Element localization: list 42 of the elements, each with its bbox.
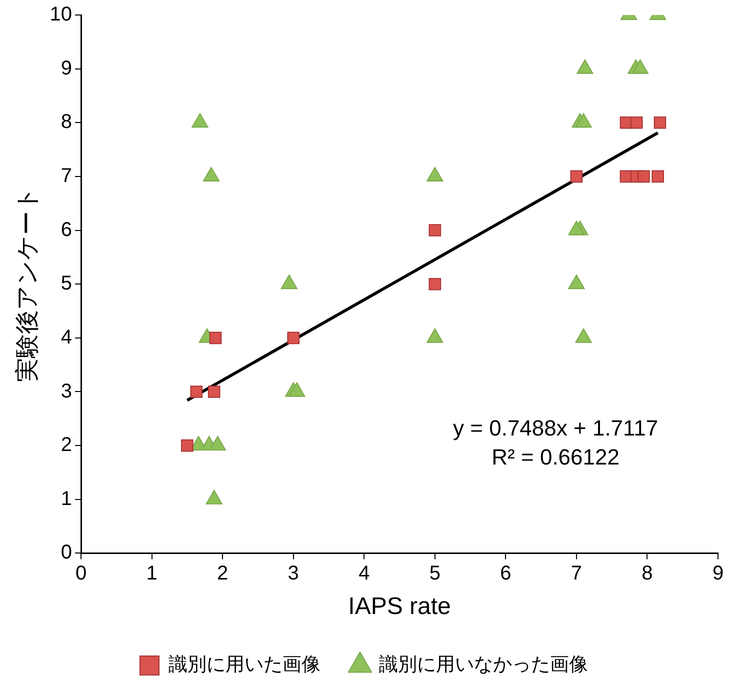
point: [206, 490, 222, 504]
x-tick-label: 0: [75, 562, 87, 585]
x-tick-label: 8: [642, 562, 653, 585]
y-tick-label: 5: [60, 272, 72, 295]
x-tick-label: 2: [217, 562, 228, 585]
x-tick-label: 6: [500, 562, 512, 585]
point: [209, 436, 226, 451]
point: [652, 170, 664, 183]
y-tick-label: 8: [60, 111, 72, 134]
point: [428, 224, 442, 236]
point: [570, 170, 583, 183]
point: [280, 274, 298, 290]
y-tick-label: 9: [60, 57, 72, 80]
y-tick-label: 7: [60, 164, 72, 187]
x-tick-label: 9: [712, 562, 724, 585]
x-axis-title: IAPS rate: [348, 593, 451, 620]
y-axis-title: 実験後アンケート: [14, 186, 42, 382]
y-tick-label: 3: [60, 380, 72, 402]
legend-label: 識別に用いなかった画像: [379, 654, 588, 676]
y-tick-label: 2: [60, 434, 72, 456]
annotation: R² = 0.66122: [492, 444, 620, 470]
point: [288, 382, 306, 397]
point: [568, 274, 585, 290]
point: [654, 116, 666, 129]
y-tick-label: 1: [60, 488, 72, 510]
legend-label: 識別に用いた画像: [168, 654, 320, 676]
point: [568, 220, 585, 236]
point: [426, 328, 444, 343]
point: [630, 116, 643, 129]
point: [575, 328, 592, 343]
x-tick-label: 4: [358, 562, 370, 585]
point: [638, 170, 650, 183]
y-tick-label: 0: [60, 542, 72, 564]
annotation: y = 0.7488x + 1.7117: [453, 415, 658, 440]
point: [428, 278, 442, 290]
x-tick-label: 5: [429, 562, 440, 585]
y-tick-label: 4: [60, 326, 72, 348]
y-tick-label: 6: [60, 218, 72, 241]
x-tick-label: 3: [288, 562, 299, 585]
x-tick-label: 7: [570, 562, 582, 585]
y-tick-label: 10: [50, 4, 72, 26]
x-tick-label: 1: [146, 562, 158, 585]
